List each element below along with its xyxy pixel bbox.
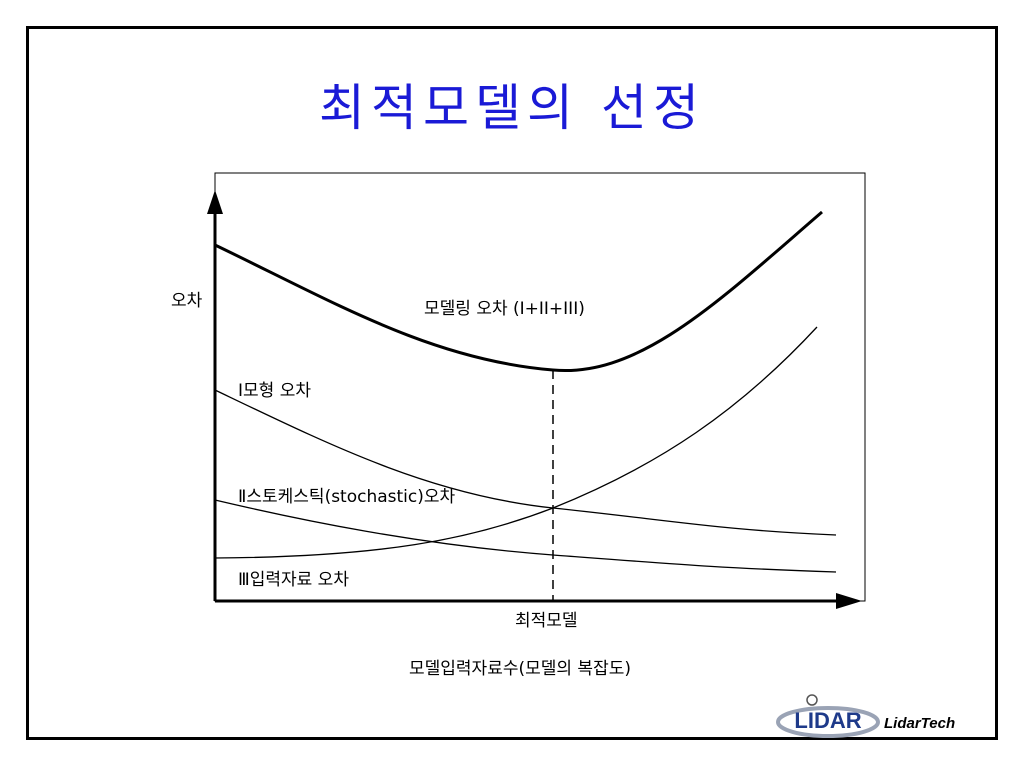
logo-name: LidarTech bbox=[884, 715, 956, 732]
stochastic-error-label: Ⅱ스토케스틱(stochastic)오차 bbox=[238, 487, 456, 507]
slide-title: 최적모델의 선정 bbox=[319, 79, 705, 137]
y-axis-arrow bbox=[207, 190, 223, 214]
x-axis-label: 모델입력자료수(모델의 복잡도) bbox=[409, 659, 631, 679]
lidar-logo-icon: LIDAR bbox=[776, 694, 880, 738]
optimum-label: 최적모델 bbox=[515, 611, 578, 631]
plot-box bbox=[214, 172, 866, 602]
logo-mark: LIDAR bbox=[794, 708, 861, 733]
input-error-label: Ⅲ입력자료 오차 bbox=[238, 570, 349, 590]
y-axis-label: 오차 bbox=[171, 291, 203, 311]
total-error-label: 모델링 오차 (I+II+III) bbox=[424, 299, 585, 319]
input-error-curve bbox=[214, 499, 837, 573]
slide-frame bbox=[26, 26, 998, 740]
total-error-curve bbox=[214, 210, 823, 373]
stochastic-error-curve bbox=[214, 326, 818, 559]
model-error-curve bbox=[214, 389, 837, 536]
x-axis-arrow bbox=[836, 593, 862, 609]
model-error-label: Ⅰ모형 오차 bbox=[238, 381, 311, 401]
